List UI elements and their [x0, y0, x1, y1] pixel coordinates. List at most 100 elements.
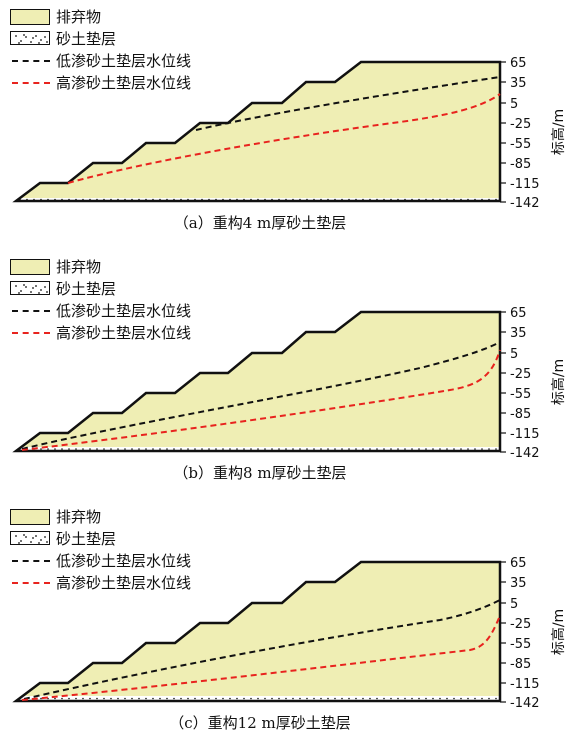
- sand-swatch: [10, 31, 50, 45]
- sand-dot: [411, 448, 413, 450]
- slope-diagram: 65 35 5 -25 -55 -85 -115 -142 标高/m: [12, 556, 567, 711]
- sand-dot: [103, 448, 105, 450]
- sand-dot: [299, 697, 301, 700]
- sand-dot: [20, 290, 22, 292]
- y-tick-label: -142: [510, 196, 540, 211]
- sand-dot: [23, 34, 25, 36]
- sand-dot: [54, 448, 56, 450]
- sand-dot: [15, 285, 17, 287]
- sand-dot: [32, 287, 34, 289]
- sand-dot: [320, 448, 322, 450]
- high-perm-swatch: [12, 332, 50, 334]
- legend-label: 低渗砂土垫层水位线: [56, 302, 192, 320]
- sand-dot: [313, 697, 315, 700]
- sand-dot: [40, 539, 42, 541]
- sand-dot: [334, 697, 336, 700]
- sand-dot: [264, 697, 266, 700]
- sand-dot: [173, 697, 175, 700]
- sand-dot: [166, 448, 168, 450]
- sand-dot: [61, 697, 63, 700]
- sand-dot: [243, 448, 245, 450]
- sand-dot: [46, 541, 48, 543]
- sand-dot: [411, 697, 413, 700]
- sand-dot: [376, 697, 378, 700]
- high-perm-swatch: [12, 582, 50, 584]
- y-tick-label: -115: [510, 427, 540, 442]
- low-perm-waterline: [21, 341, 501, 450]
- y-tick-label: 5: [510, 97, 518, 112]
- sand-dot: [495, 697, 497, 700]
- high-perm-waterline: [21, 617, 500, 701]
- sand-dot: [397, 697, 399, 700]
- sand-dot: [152, 448, 154, 450]
- sand-dot: [46, 41, 48, 43]
- sand-dot: [355, 697, 357, 700]
- sand-dot: [208, 448, 210, 450]
- sand-dot: [30, 291, 32, 293]
- sand-dot: [68, 448, 70, 450]
- sand-dot: [187, 448, 189, 450]
- sand-dot: [467, 448, 469, 450]
- sand-dot: [355, 448, 357, 450]
- sand-dot: [446, 697, 448, 700]
- sand-dot: [397, 448, 399, 450]
- y-tick-label: -55: [510, 387, 531, 402]
- legend-label: 砂土垫层: [56, 30, 117, 48]
- sand-dot: [348, 697, 350, 700]
- sand-dot: [229, 697, 231, 700]
- sand-dot: [250, 448, 252, 450]
- slope-diagram: 65 35 5 -25 -55 -85 -115 -142 标高/m: [12, 56, 567, 211]
- y-tick-label: -25: [510, 367, 531, 382]
- y-axis-label: 标高/m: [550, 109, 567, 155]
- legend-label: 低渗砂土垫层水位线: [56, 552, 192, 570]
- sand-dot: [229, 448, 231, 450]
- sand-dot: [20, 40, 22, 42]
- sand-dot: [89, 448, 91, 450]
- sand-dot: [481, 448, 483, 450]
- sand-dot: [292, 697, 294, 700]
- sand-dot: [390, 697, 392, 700]
- sand-dot: [495, 448, 497, 450]
- sand-dot: [75, 448, 77, 450]
- sand-dot: [145, 697, 147, 700]
- sand-dot: [383, 697, 385, 700]
- waste-fill: [16, 312, 500, 451]
- legend-label: 高渗砂土垫层水位线: [56, 324, 192, 342]
- sand-dot: [264, 448, 266, 450]
- sand-pattern: [15, 34, 48, 44]
- sand-dot: [32, 37, 34, 39]
- sand-dot: [25, 286, 27, 288]
- sand-dot: [35, 535, 37, 537]
- y-tick-label: -115: [510, 677, 540, 692]
- sand-dot: [54, 697, 56, 700]
- sand-dot: [369, 697, 371, 700]
- sand-dot: [138, 697, 140, 700]
- sand-dot: [89, 697, 91, 700]
- sand-dot: [341, 448, 343, 450]
- sand-dot: [25, 536, 27, 538]
- sand-dot: [467, 697, 469, 700]
- sand-dot: [159, 697, 161, 700]
- sand-dot: [159, 448, 161, 450]
- sand-dot: [285, 448, 287, 450]
- sand-dot: [103, 697, 105, 700]
- legend-label: 砂土垫层: [56, 280, 117, 298]
- sand-dot: [439, 448, 441, 450]
- sand-dot: [215, 448, 217, 450]
- waste-fill: [16, 562, 500, 701]
- sand-pattern: [15, 284, 48, 294]
- sand-dot: [75, 697, 77, 700]
- sand-dot: [187, 697, 189, 700]
- sand-dot: [96, 697, 98, 700]
- sand-dot: [38, 42, 40, 44]
- legend-label: 高渗砂土垫层水位线: [56, 74, 192, 92]
- sand-dot: [18, 542, 20, 544]
- slope-diagram: 65 35 5 -25 -55 -85 -115 -142 标高/m: [12, 306, 567, 461]
- sand-dot: [453, 448, 455, 450]
- sand-dot: [44, 36, 46, 38]
- sand-dot: [257, 448, 259, 450]
- sand-dot: [201, 448, 203, 450]
- fill-swatch: [10, 9, 50, 25]
- sand-dot: [425, 697, 427, 700]
- y-tick-label: 65: [510, 56, 527, 71]
